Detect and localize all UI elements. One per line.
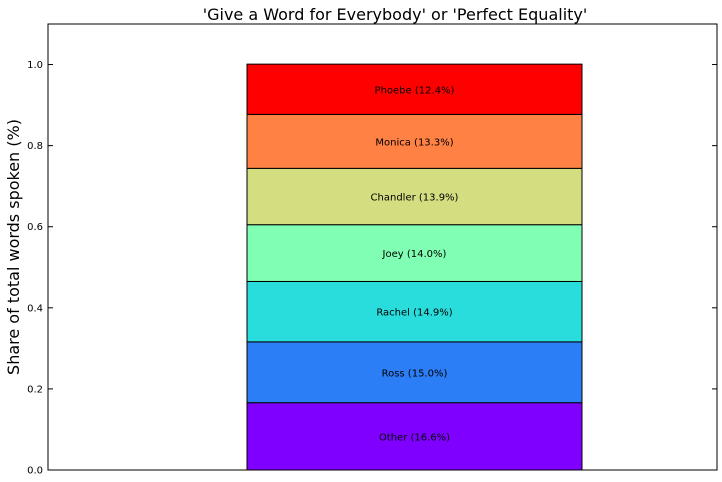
y-axis-label: Share of total words spoken (%) (4, 119, 23, 375)
bar-segment-label: Ross (15.0%) (382, 368, 448, 379)
plot-area-frame (47, 23, 718, 471)
bar-segment-label: Joey (14.0%) (382, 249, 447, 260)
bar-segment-label: Phoebe (12.4%) (375, 85, 455, 96)
y-tick-label: 1.0 (27, 60, 43, 71)
bar-segment (246, 167, 583, 226)
y-tick-label: 0.4 (27, 303, 43, 314)
bar-segment-label: Monica (13.3%) (375, 137, 453, 148)
bar-segment-label: Chandler (13.9%) (371, 193, 459, 204)
chart-title: 'Give a Word for Everybody' or 'Perfect … (203, 5, 588, 24)
bar-segment (246, 113, 583, 169)
y-tick-label: 0.0 (27, 466, 43, 477)
bar-segment (246, 224, 583, 282)
stacked-bar: Other (16.6%) Ross (15.0%) Rachel (14.9%) J… (246, 63, 583, 471)
bar-segment-label: Rachel (14.9%) (376, 308, 452, 319)
y-tick-label: 0.8 (27, 141, 43, 152)
bar-segment (246, 63, 583, 115)
bar-segment (246, 341, 583, 404)
bar-segment (246, 402, 583, 471)
y-tick-label: 0.6 (27, 222, 43, 233)
y-tick-label: 0.2 (27, 384, 43, 395)
bar-segment-label: Other (16.6%) (379, 432, 450, 443)
